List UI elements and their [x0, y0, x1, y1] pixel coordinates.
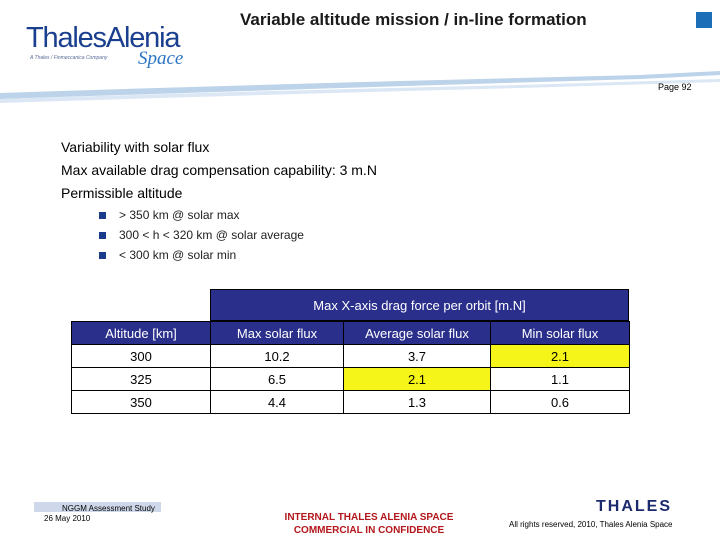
- square-bullet-icon: [99, 211, 106, 219]
- table-cell: 3.7: [343, 344, 491, 368]
- table-cell: 1.1: [490, 367, 630, 391]
- logo-space-text: Space: [138, 48, 184, 69]
- bullet-text: < 300 km @ solar min: [119, 248, 237, 262]
- page-number: Page 92: [658, 82, 692, 92]
- bullet-text: 300 < h < 320 km @ solar average: [119, 228, 304, 242]
- table-group-header-label: Max X-axis drag force per orbit [m.N]: [313, 297, 526, 313]
- header-swoosh: [0, 71, 720, 103]
- table-cell: 325: [71, 367, 211, 391]
- column-header: Min solar flux: [490, 321, 630, 345]
- table-cell: 6.5: [210, 367, 344, 391]
- bullet-text: > 350 km @ solar max: [119, 208, 240, 222]
- column-header: Average solar flux: [343, 321, 491, 345]
- table-row: 300 10.2 3.7 2.1: [71, 344, 630, 368]
- square-bullet-icon: [99, 251, 106, 259]
- table-cell-highlighted: 2.1: [490, 344, 630, 368]
- confidentiality-line: COMMERCIAL IN CONFIDENCE: [293, 525, 445, 536]
- confidentiality-line: INTERNAL THALES ALENIA SPACE: [284, 512, 454, 523]
- table-cell: 300: [71, 344, 211, 368]
- table-cell-highlighted: 2.1: [343, 367, 491, 391]
- body-text: Variability with solar flux Max availabl…: [61, 136, 377, 205]
- bullet-list: > 350 km @ solar max 300 < h < 320 km @ …: [99, 205, 304, 265]
- logo-tagline: A Thales / Finmeccanica Company: [30, 55, 108, 61]
- bullet-item: > 350 km @ solar max: [99, 205, 304, 225]
- bullet-item: < 300 km @ solar min: [99, 245, 304, 265]
- table-cell: 4.4: [210, 390, 344, 414]
- body-line: Permissible altitude: [61, 185, 183, 201]
- bullet-item: 300 < h < 320 km @ solar average: [99, 225, 304, 245]
- footer-study-band: [34, 502, 161, 512]
- table-group-header: Max X-axis drag force per orbit [m.N]: [210, 289, 629, 321]
- corner-square-decoration: [696, 12, 712, 28]
- confidentiality-notice: INTERNAL THALES ALENIA SPACE COMMERCIAL …: [260, 511, 478, 537]
- square-bullet-icon: [99, 231, 106, 239]
- company-logo: ThalesAlenia: [26, 22, 180, 54]
- table-cell: 1.3: [343, 390, 491, 414]
- table-row: 325 6.5 2.1 1.1: [71, 367, 630, 391]
- body-line: Variability with solar flux: [61, 139, 210, 155]
- table-row: 350 4.4 1.3 0.6: [71, 390, 630, 414]
- copyright-notice: All rights reserved, 2010, Thales Alenia…: [509, 520, 673, 529]
- drag-force-table: Altitude [km] Max solar flux Average sol…: [71, 321, 630, 414]
- table-cell: 0.6: [490, 390, 630, 414]
- body-line: Max available drag compensation capabili…: [61, 162, 377, 178]
- footer-date: 26 May 2010: [44, 514, 91, 523]
- table-cell: 10.2: [210, 344, 344, 368]
- slide-title: Variable altitude mission / in-line form…: [240, 10, 587, 29]
- thales-logo: THALES: [596, 498, 672, 515]
- footer-study-name: NGGM Assessment Study: [62, 504, 155, 513]
- column-header: Max solar flux: [210, 321, 344, 345]
- table-header-row: Altitude [km] Max solar flux Average sol…: [71, 321, 630, 345]
- table-cell: 350: [71, 390, 211, 414]
- column-header: Altitude [km]: [71, 321, 211, 345]
